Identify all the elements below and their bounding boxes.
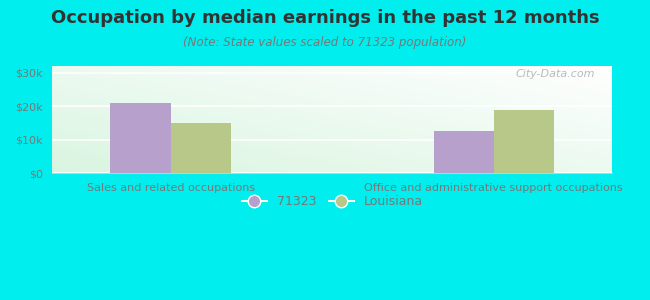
Legend: 71323, Louisiana: 71323, Louisiana [242, 195, 423, 208]
Bar [111, 103, 171, 173]
Bar [494, 110, 554, 173]
Bar [434, 131, 494, 173]
Bar [111, 103, 171, 173]
Bar [494, 110, 554, 173]
Bar [171, 123, 231, 173]
Text: Occupation by median earnings in the past 12 months: Occupation by median earnings in the pas… [51, 9, 599, 27]
Text: City-Data.com: City-Data.com [516, 69, 595, 79]
Text: (Note: State values scaled to 71323 population): (Note: State values scaled to 71323 popu… [183, 36, 467, 49]
Bar [434, 131, 494, 173]
Bar [171, 123, 231, 173]
